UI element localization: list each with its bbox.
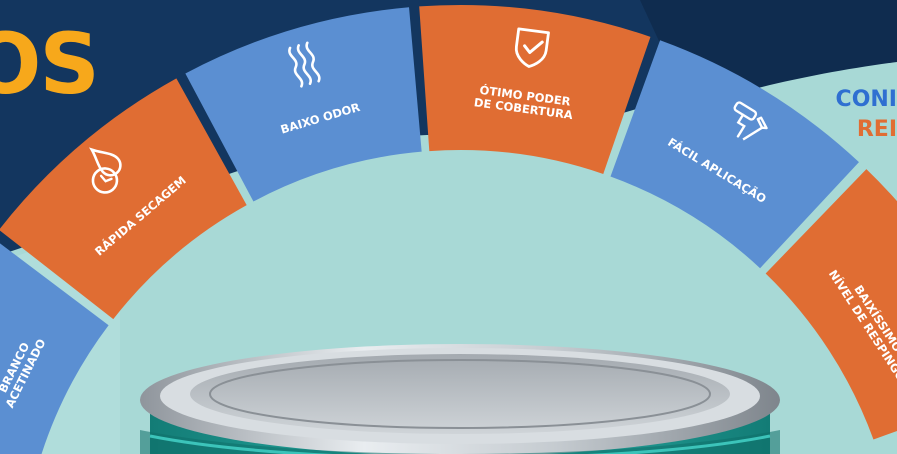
feature-segment-baixo-odor: BAIXO ODOR (185, 7, 422, 202)
can-body-highlight (149, 434, 771, 454)
segment-shape (0, 78, 247, 320)
clock-drop-icon (89, 147, 122, 194)
roller-brush-icon (733, 101, 768, 141)
shield-check-icon (514, 27, 550, 68)
segment-shape (185, 7, 422, 202)
segment-shape (765, 169, 897, 440)
segment-shape (419, 4, 651, 174)
headline-line2: REI (857, 117, 897, 142)
feature-segment-rapida-secagem: RÁPIDA SECAGEM (0, 78, 247, 320)
paint-can (140, 344, 780, 454)
odor-waves-icon (288, 41, 321, 88)
can-body-shadow (140, 430, 780, 454)
segment-shape (610, 40, 859, 269)
segment-shape (0, 243, 109, 454)
can-lid (190, 354, 730, 434)
headline-line1: CONI (836, 87, 897, 112)
feature-segment-facil-aplicacao: FÁCIL APLICAÇÃO (610, 40, 859, 269)
brand-fragment: OS (0, 15, 98, 113)
can-lid-groove (209, 359, 711, 429)
